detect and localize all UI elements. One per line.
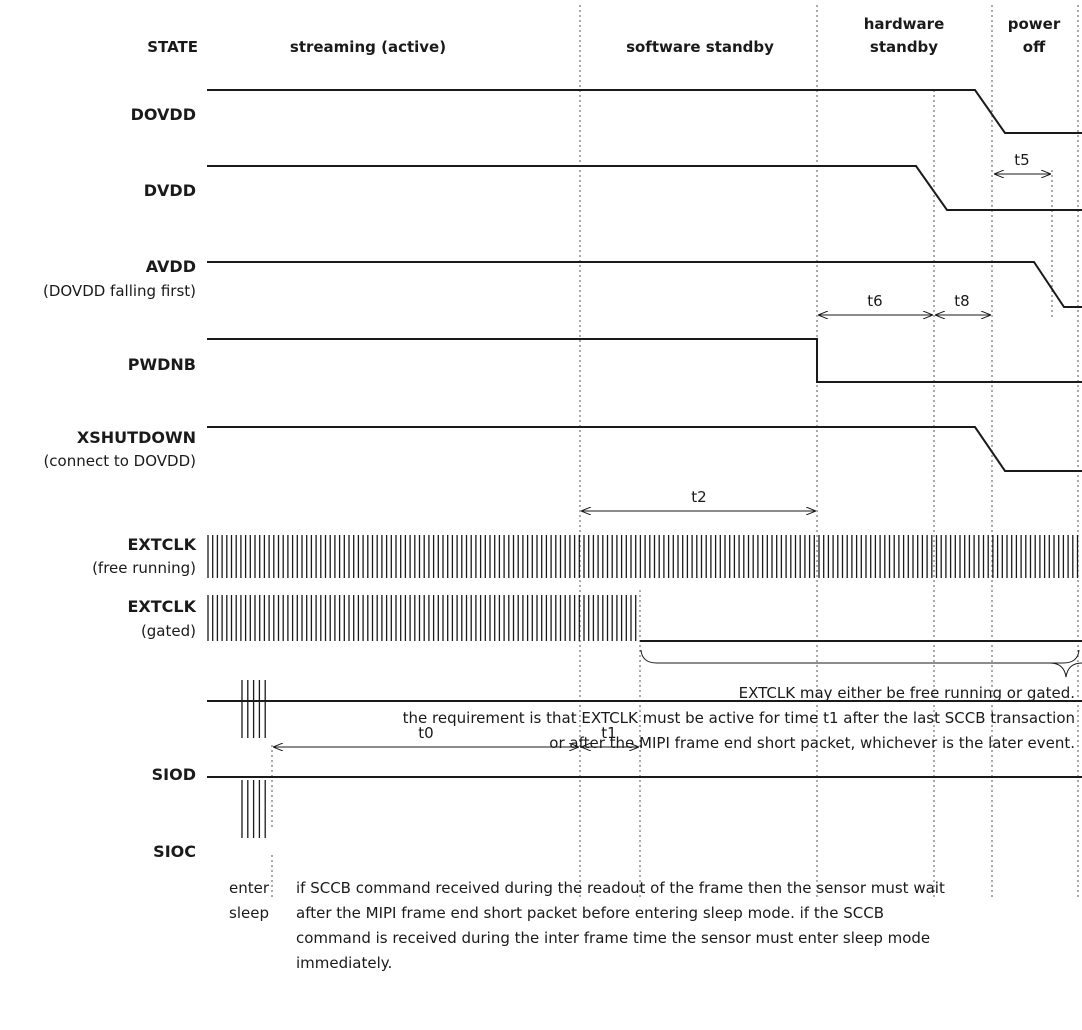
label-extclk-gated-note: (gated) — [141, 622, 196, 640]
label-extclk-gated: EXTCLK — [127, 597, 196, 616]
note-sccb-line2: after the MIPI frame end short packet be… — [296, 904, 884, 922]
state-hardware-standby-line2: standby — [870, 38, 938, 56]
state-streaming: streaming (active) — [290, 38, 446, 56]
label-pwdnb: PWDNB — [128, 355, 196, 374]
note-extclk-line3: or after the MIPI frame end short packet… — [549, 734, 1075, 752]
wave-pwdnb — [207, 338, 1082, 383]
state-header: STATE streaming (active) software standb… — [147, 15, 1061, 56]
note-extclk-line1: EXTCLK may either be free running or gat… — [739, 684, 1075, 702]
wave-dovdd — [207, 89, 1082, 134]
label-t6: t6 — [867, 292, 882, 310]
label-siod: SIOD — [152, 765, 196, 784]
state-power-off-line1: power — [1008, 15, 1061, 33]
signal-labels: DOVDD DVDD AVDD (DOVDD falling first) PW… — [43, 105, 197, 861]
note-sleep: sleep — [229, 904, 269, 922]
label-sioc: SIOC — [153, 842, 196, 861]
extclk-gated-interval-brace — [640, 649, 1080, 664]
state-boundaries — [271, 5, 1079, 900]
note-sccb-line1: if SCCB command received during the read… — [296, 879, 945, 897]
note-enter: enter — [229, 879, 270, 897]
label-t2: t2 — [691, 488, 706, 506]
label-extclk-free: EXTCLK — [127, 535, 196, 554]
state-label: STATE — [147, 38, 198, 56]
label-t8: t8 — [954, 292, 969, 310]
label-avdd-note: (DOVDD falling first) — [43, 282, 196, 300]
label-xshutdown-note: (connect to DOVDD) — [43, 452, 196, 470]
extclk-notes: EXTCLK may either be free running or gat… — [403, 684, 1075, 752]
sleep-notes: enter sleep if SCCB command received dur… — [229, 879, 945, 972]
state-software-standby: software standby — [626, 38, 774, 56]
label-t5: t5 — [1014, 151, 1029, 169]
wave-xshutdown — [207, 426, 1082, 472]
label-avdd: AVDD — [146, 257, 196, 276]
label-t1: t1 — [601, 724, 616, 742]
state-hardware-standby-line1: hardware — [864, 15, 945, 33]
note-extclk-line2: the requirement is that EXTCLK must be a… — [403, 709, 1075, 727]
wave-avdd — [207, 261, 1082, 308]
sioc-burst-pulses — [241, 780, 266, 838]
label-dovdd: DOVDD — [131, 105, 196, 124]
note-sccb-line4: immediately. — [296, 954, 392, 972]
extclk-free-running-pulses — [207, 535, 1079, 578]
label-xshutdown: XSHUTDOWN — [77, 428, 196, 447]
extclk-gated-pulses — [207, 595, 637, 641]
siod-burst-pulses — [241, 680, 266, 738]
label-dvdd: DVDD — [144, 181, 196, 200]
label-extclk-free-note: (free running) — [92, 559, 196, 577]
note-sccb-line3: command is received during the inter fra… — [296, 929, 930, 947]
waveforms — [207, 89, 1082, 778]
state-power-off-line2: off — [1023, 38, 1046, 56]
timing-arrows: t5 t6 t8 t2 t0 t1 — [274, 151, 1050, 747]
extclk-gated-interval-brace-tip — [1049, 662, 1082, 678]
wave-dvdd — [207, 165, 1082, 211]
label-t0: t0 — [418, 724, 433, 742]
